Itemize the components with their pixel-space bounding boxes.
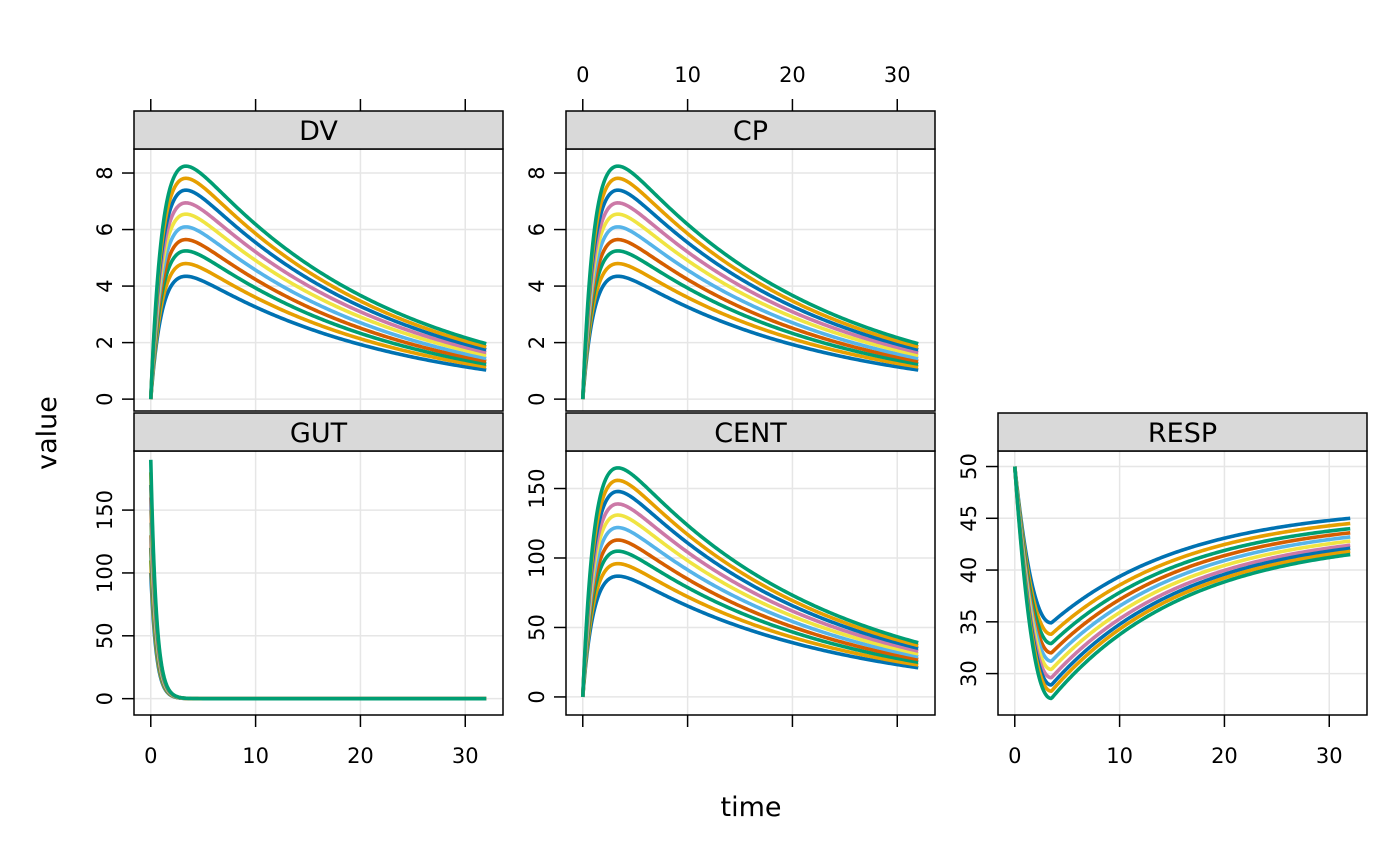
x-bottom-tick-label-2-3: 30 bbox=[452, 744, 479, 768]
y-tick-label-1-1: 2 bbox=[525, 336, 549, 349]
series-line-cent-1 bbox=[580, 561, 919, 698]
y-tick-label-4-3: 45 bbox=[957, 505, 981, 532]
series-line-dv-6 bbox=[148, 201, 487, 400]
series-line-cp-1 bbox=[580, 261, 919, 400]
y-tick-label-3-1: 50 bbox=[525, 614, 549, 641]
y-tick-label-1-3: 6 bbox=[525, 223, 549, 236]
y-tick-label-0-1: 2 bbox=[93, 336, 117, 349]
series-line-resp-0 bbox=[1012, 466, 1351, 625]
series-line-resp-2 bbox=[1012, 466, 1351, 646]
series-line-dv-7 bbox=[148, 188, 487, 400]
series-line-cent-6 bbox=[580, 502, 919, 698]
series-line-cp-8 bbox=[580, 176, 919, 400]
y-tick-label-2-3: 150 bbox=[93, 490, 117, 530]
strip-label-cp: CP bbox=[733, 116, 768, 147]
panel-frame-gut bbox=[133, 450, 504, 716]
series-line-cp-9 bbox=[580, 164, 919, 400]
x-top-tick-label-1-1: 10 bbox=[674, 63, 701, 87]
strip-label-cent: CENT bbox=[714, 418, 787, 449]
series-line-resp-8 bbox=[1012, 466, 1351, 693]
y-tick-label-1-4: 8 bbox=[525, 166, 549, 179]
x-bottom-tick-label-2-1: 10 bbox=[242, 744, 269, 768]
series-line-dv-1 bbox=[148, 261, 487, 400]
x-axis-title: time bbox=[720, 792, 781, 823]
series-line-resp-4 bbox=[1012, 466, 1351, 663]
strip-cent bbox=[565, 412, 936, 452]
y-tick-label-2-1: 50 bbox=[93, 622, 117, 649]
x-bottom-tick-label-4-1: 10 bbox=[1106, 744, 1133, 768]
y-tick-label-4-1: 35 bbox=[957, 608, 981, 635]
strip-resp bbox=[997, 412, 1368, 452]
y-tick-label-0-3: 6 bbox=[93, 223, 117, 236]
series-line-gut-4 bbox=[148, 522, 487, 701]
series-line-gut-8 bbox=[148, 472, 487, 701]
series-line-resp-9 bbox=[1012, 466, 1351, 701]
y-tick-label-1-2: 4 bbox=[525, 279, 549, 292]
x-top-tick-label-1-0: 0 bbox=[576, 63, 589, 87]
strip-label-resp: RESP bbox=[1148, 418, 1217, 449]
series-line-cp-6 bbox=[580, 201, 919, 400]
y-tick-label-0-4: 8 bbox=[93, 166, 117, 179]
series-line-gut-1 bbox=[148, 560, 487, 701]
x-bottom-tick-label-2-2: 20 bbox=[347, 744, 374, 768]
strip-label-gut: GUT bbox=[290, 418, 348, 449]
series-line-dv-0 bbox=[148, 274, 487, 400]
series-line-cp-4 bbox=[580, 225, 919, 400]
x-top-tick-label-1-3: 30 bbox=[884, 63, 911, 87]
series-line-resp-3 bbox=[1012, 466, 1351, 655]
y-tick-label-1-0: 0 bbox=[525, 392, 549, 405]
y-tick-label-3-0: 0 bbox=[525, 690, 549, 703]
series-line-gut-2 bbox=[148, 547, 487, 701]
series-line-dv-9 bbox=[148, 164, 487, 400]
series-line-cent-7 bbox=[580, 489, 919, 698]
series-line-cent-5 bbox=[580, 513, 919, 698]
series-line-dv-5 bbox=[148, 212, 487, 400]
series-line-resp-5 bbox=[1012, 466, 1351, 672]
series-line-dv-3 bbox=[148, 237, 487, 400]
y-tick-label-2-0: 0 bbox=[93, 692, 117, 705]
series-line-resp-6 bbox=[1012, 466, 1351, 680]
series-line-cp-2 bbox=[580, 249, 919, 400]
series-line-gut-7 bbox=[148, 484, 487, 701]
x-bottom-tick-label-2-0: 0 bbox=[144, 744, 157, 768]
series-line-dv-8 bbox=[148, 176, 487, 400]
series-line-cp-0 bbox=[580, 274, 919, 400]
y-tick-label-4-0: 30 bbox=[957, 660, 981, 687]
series-line-gut-6 bbox=[148, 497, 487, 701]
y-tick-label-3-3: 150 bbox=[525, 468, 549, 508]
x-bottom-tick-label-4-2: 20 bbox=[1211, 744, 1238, 768]
series-line-cp-7 bbox=[580, 188, 919, 400]
strip-dv bbox=[133, 110, 504, 150]
y-tick-label-0-0: 0 bbox=[93, 392, 117, 405]
y-axis-title: value bbox=[32, 396, 63, 470]
series-line-cp-3 bbox=[580, 237, 919, 400]
y-tick-label-2-2: 100 bbox=[93, 553, 117, 593]
y-tick-label-4-2: 40 bbox=[957, 557, 981, 584]
series-line-gut-5 bbox=[148, 510, 487, 701]
series-line-cent-8 bbox=[580, 478, 919, 698]
x-bottom-tick-label-4-3: 30 bbox=[1316, 744, 1343, 768]
strip-gut bbox=[133, 412, 504, 452]
strip-cp bbox=[565, 110, 936, 150]
series-line-resp-1 bbox=[1012, 466, 1351, 637]
x-bottom-tick-label-4-0: 0 bbox=[1008, 744, 1021, 768]
x-top-tick-label-1-2: 20 bbox=[779, 63, 806, 87]
series-line-cent-9 bbox=[580, 466, 919, 698]
series-line-dv-2 bbox=[148, 249, 487, 400]
series-line-cp-5 bbox=[580, 212, 919, 400]
series-line-dv-4 bbox=[148, 225, 487, 400]
series-line-resp-7 bbox=[1012, 466, 1351, 687]
series-line-cent-4 bbox=[580, 525, 919, 698]
y-tick-label-0-2: 4 bbox=[93, 279, 117, 292]
strip-label-dv: DV bbox=[299, 116, 338, 147]
series-line-cent-2 bbox=[580, 549, 919, 698]
series-line-cent-0 bbox=[580, 574, 919, 698]
series-line-gut-3 bbox=[148, 535, 487, 701]
y-tick-label-4-4: 50 bbox=[957, 453, 981, 480]
series-line-cent-3 bbox=[580, 538, 919, 698]
series-line-gut-9 bbox=[148, 459, 487, 701]
y-tick-label-3-2: 100 bbox=[525, 538, 549, 578]
